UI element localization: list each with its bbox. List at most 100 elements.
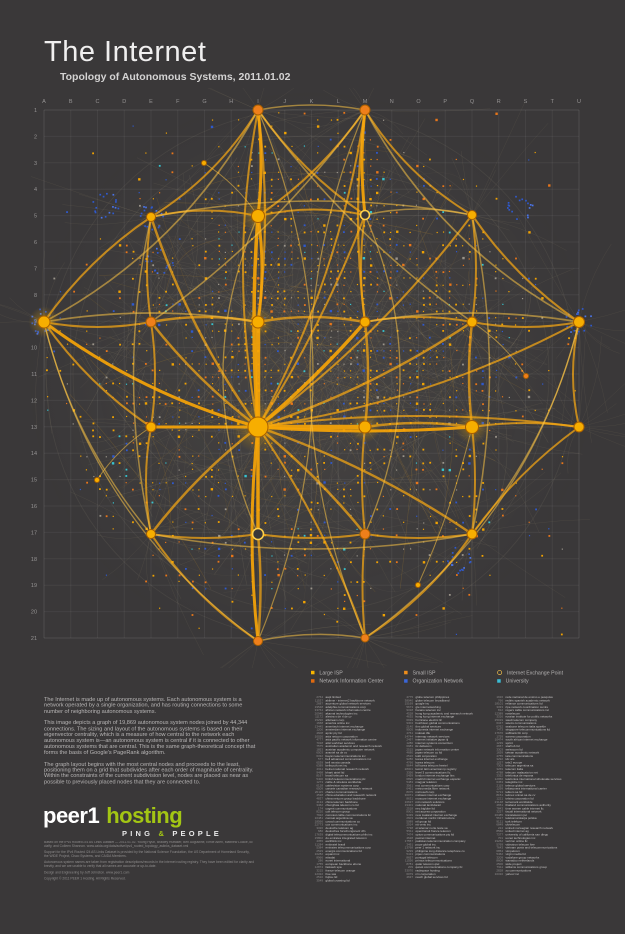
as-list-entry: 10474 south african internet exchange [493,739,581,742]
as-list-entry: 1853 austrian academic computer network [313,748,401,751]
as-number: 224 [497,826,503,830]
as-list-entry: 286 eunet international [313,860,401,863]
as-number: 3215 [316,869,323,873]
as-number: 3462 [316,804,323,808]
as-list-entry: 4651 thailand communications authority [493,804,581,807]
as-list-entry: 5089 ntl group ltd [403,820,491,823]
as-name: european backbone ebone [325,862,362,866]
legend-item-label: Large ISP [319,669,343,676]
as-number: 4637 [406,876,413,880]
as-list-entry: 4837 china netcom group backbone [313,797,401,800]
as-number: 9286 [406,758,413,762]
as-name: optus communications pty ltd [415,833,455,837]
as-list-entry: 3549 global crossing ltd [313,879,401,882]
as-list-entry: 4777 asia pacific network information cen… [313,739,401,742]
as-list-entry: 1299 teliasonera international carrier [493,788,581,791]
as-number: 4777 [316,738,323,742]
as-number: 28001 [404,768,413,772]
as-number: 1853 [316,748,323,752]
as-name: telecom malaysia tm net [505,771,538,775]
as-name: wide project [505,862,522,866]
as-list-entry: 5413 pipex communications [403,853,491,856]
as-list-entry: 12389 rostelecom [493,712,581,715]
as-number: 2497 [406,738,413,742]
as-list-entry: 3215 france telecom orange [313,869,401,872]
as-number: 7922 [316,813,323,817]
as-list-entry: 7738 oi telemar norte leste sa [403,827,491,830]
as-list-entry: 10481 comsat argentina sa [313,817,401,820]
as-name: british telecommunications plc [325,777,366,781]
credit-paragraph: Autonomous system names are taken from r… [44,861,255,868]
as-number: 1257 [496,761,503,765]
as-number: 4680 [406,751,413,755]
as-number: 4766 [406,761,413,765]
as-list-entry: 13445 ameritech internet exchange [313,725,401,728]
as-number: 5089 [406,820,413,824]
as-number: 2687 [316,702,323,706]
as-number: 5413 [406,853,413,857]
as-list-entry: 1755 european backbone ebone [313,863,401,866]
as-list-entry: 11537 abilene - internet2 backbone networ… [313,699,401,702]
as-number: 7303 [496,764,503,768]
as-list-entry: 13768 peer 1 network inc [403,847,491,850]
as-number: 2529 [316,849,323,853]
as-list-entry: 5400 british telecommunications plc [313,778,401,781]
as-name: seabone telecom italia sparkle [505,725,546,729]
as-name: virgin media ltd [505,853,526,857]
as-number: 3491 [406,843,413,847]
as-number: 33764 [314,709,323,713]
as-name: level 3 communications llc [415,771,451,775]
as-list-entry: 8220 colt telecom group [313,811,401,814]
as-name: south african internet exchange [505,738,548,742]
as-number: 2914 [406,823,413,827]
as-name: fujitsu ltd [325,876,338,880]
as-number: 3316 [496,715,503,719]
as-number: 2500 [496,862,503,866]
as-list-entry: 8001 net access corporation [403,811,491,814]
as-topology-graph [0,88,625,668]
as-name: chunghwa telecom co ltd [325,804,359,808]
as-list-entry: 7473 singapore telecommunications ltd [493,729,581,732]
as-list-entry: 19262 verizon online llc [493,840,581,843]
as-number: 7473 [496,728,503,732]
as-number: 11284 [314,843,323,847]
as-number: 1239 [496,741,503,745]
as-number: 6347 [496,722,503,726]
as-list-entry: 11556 primus telecommunications [403,860,491,863]
as-name: deutsches forschungsnetz dfn [325,830,366,834]
as-number: 766 [497,699,503,703]
as-list-entry: 766 rediris spanish academic network [493,699,581,702]
as-list-entry: 3561 mci communications corp [403,784,491,787]
as-number: 4788 [496,771,503,775]
as-name: digital telecommunications phils inc [325,833,373,837]
as-number: 2603 [406,817,413,821]
as-list-entry: 1200 amsterdam internet exchange [313,729,401,732]
as-number: 10481 [314,817,323,821]
as-number: 8608 [496,859,503,863]
as-list-entry: 6854 vimpelcom [493,850,581,853]
as-number: 3356 [406,771,413,775]
as-list-entry: 2529 energis communications ltd [313,850,401,853]
as-name: amsterdam internet exchange [325,728,366,732]
as-list-entry: 2603 nordunet nordic infrastructure [403,817,491,820]
as-number: 3303 [496,748,503,752]
as-name: ukrtelecom [505,823,521,827]
as-list-entry: 1239 sprint [493,742,581,745]
as-list-entry: 4657 starhub ltd [493,745,581,748]
as-name: free sas [325,872,337,876]
as-number: 15169 [404,702,413,706]
credit-paragraph: Design and Engineering by Jeff Johnston.… [44,871,130,875]
as-name: earthlink inc [325,840,342,844]
as-name: deutsche telekom ag [325,826,354,830]
as-list-entry: 2119 telenor global services [493,784,581,787]
as-list-entry: 4538 china education and research network [313,794,401,797]
as-list-entry: 5462 virgin media ltd [493,853,581,856]
as-number: 20115 [314,790,323,794]
as-name: telmex uninet sa de cv [505,794,536,798]
as-list-entry: 3257 tiscali international network [493,811,581,814]
as-name: mci communications corp [415,784,450,788]
as-name: midwest internet exchange [415,794,452,798]
as-list-entry: 1221 telstra corporation ltd [493,797,581,800]
legend-column: Large ISP Network Information Center [311,668,404,685]
as-list-entry: 2515 japan network information center [403,748,491,751]
